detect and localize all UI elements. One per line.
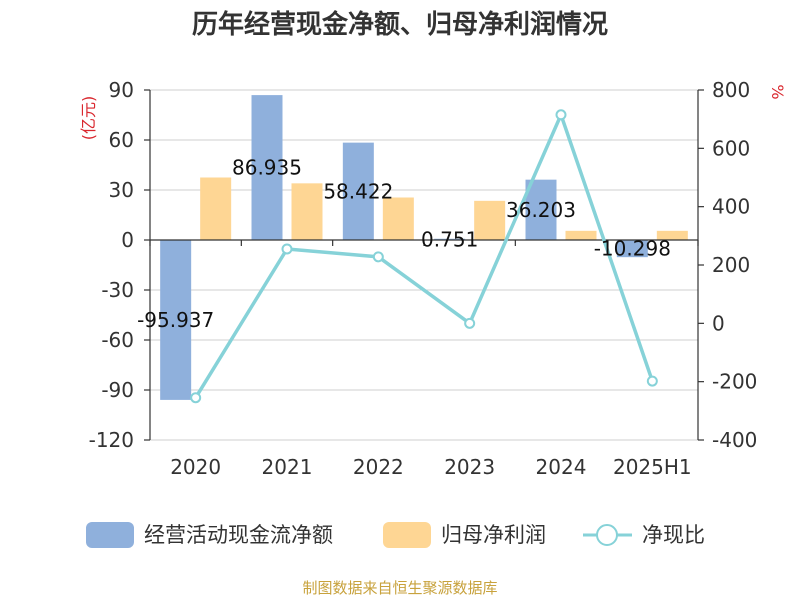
net-profit-bar [291,183,323,240]
left-tick-label: 30 [109,178,134,202]
cashflow-bar [160,240,192,400]
legend-label-net-profit: 归母净利润 [441,523,546,547]
data-labels: -95.937 86.935 58.422 0.751 36.203 -10.298 [137,156,671,332]
right-tick-label: 400 [712,195,750,219]
x-tick-label: 2024 [536,455,587,479]
left-tick-label: -30 [101,278,134,302]
ratio-point [372,251,384,263]
ratio-line [190,109,658,404]
left-axis-unit: (亿元) [79,96,98,141]
net-profit-bar [565,230,597,240]
right-tick-label: 200 [712,253,750,277]
ratio-point [646,375,658,387]
cashflow-bar [616,240,648,258]
right-tick-label: 600 [712,136,750,160]
ratio-point [464,317,476,329]
x-tick-label: 2023 [444,455,495,479]
legend-label-ratio: 净现比 [642,523,705,547]
cashflow-data-label: 58.422 [323,179,393,203]
x-tick-label: 2022 [353,455,404,479]
ratio-point [190,392,202,404]
legend-label-cashflow: 经营活动现金流净额 [144,523,333,547]
cashflow-data-label: 36.203 [506,198,576,222]
cashflow-data-label: 86.935 [232,156,302,180]
legend-marker-ratio [596,524,618,546]
left-tick-label: -90 [101,378,134,402]
net-profit-bar [474,200,506,240]
cashflow-bar [525,179,557,240]
left-tick-label: 90 [109,78,134,102]
net-profit-bar [656,230,688,240]
x-tick-label: 2025H1 [613,455,692,479]
legend-swatch-net-profit [383,522,431,548]
legend: 经营活动现金流净额 归母净利润 净现比 [86,522,705,548]
source-note: 制图数据来自恒生聚源数据库 [302,579,497,597]
net-profit-bar [382,197,414,240]
bars [160,95,688,400]
chart-title: 历年经营现金净额、归母净利润情况 [192,9,608,40]
tick-labels: -120 -90 -60 -30 0 30 60 90 -400 -200 0 200 400 600 80… [89,78,758,479]
right-tick-label: 0 [712,311,725,335]
x-tick-label: 2020 [170,455,221,479]
ratio-point [555,109,567,121]
ratio-point [281,243,293,255]
left-tick-label: 0 [121,228,134,252]
cashflow-bar [251,95,283,240]
right-tick-label: 800 [712,78,750,102]
x-tick-label: 2021 [262,455,313,479]
cashflow-data-label: -95.937 [137,308,214,332]
left-tick-label: -120 [89,428,134,452]
left-tick-label: -60 [101,328,134,352]
right-tick-label: -200 [712,370,757,394]
gridlines [150,89,698,441]
left-tick-label: 60 [109,128,134,152]
axes [144,89,704,441]
cashflow-data-label: -10.298 [594,237,671,261]
cashflow-bar [342,142,374,240]
cashflow-data-label: 0.751 [421,227,478,251]
right-axis-unit: % [768,84,787,99]
net-profit-bar [200,177,232,240]
ratio-line-path [194,113,654,399]
cashflow-bar [434,238,466,240]
right-tick-label: -400 [712,428,757,452]
legend-swatch-cashflow [86,522,134,548]
